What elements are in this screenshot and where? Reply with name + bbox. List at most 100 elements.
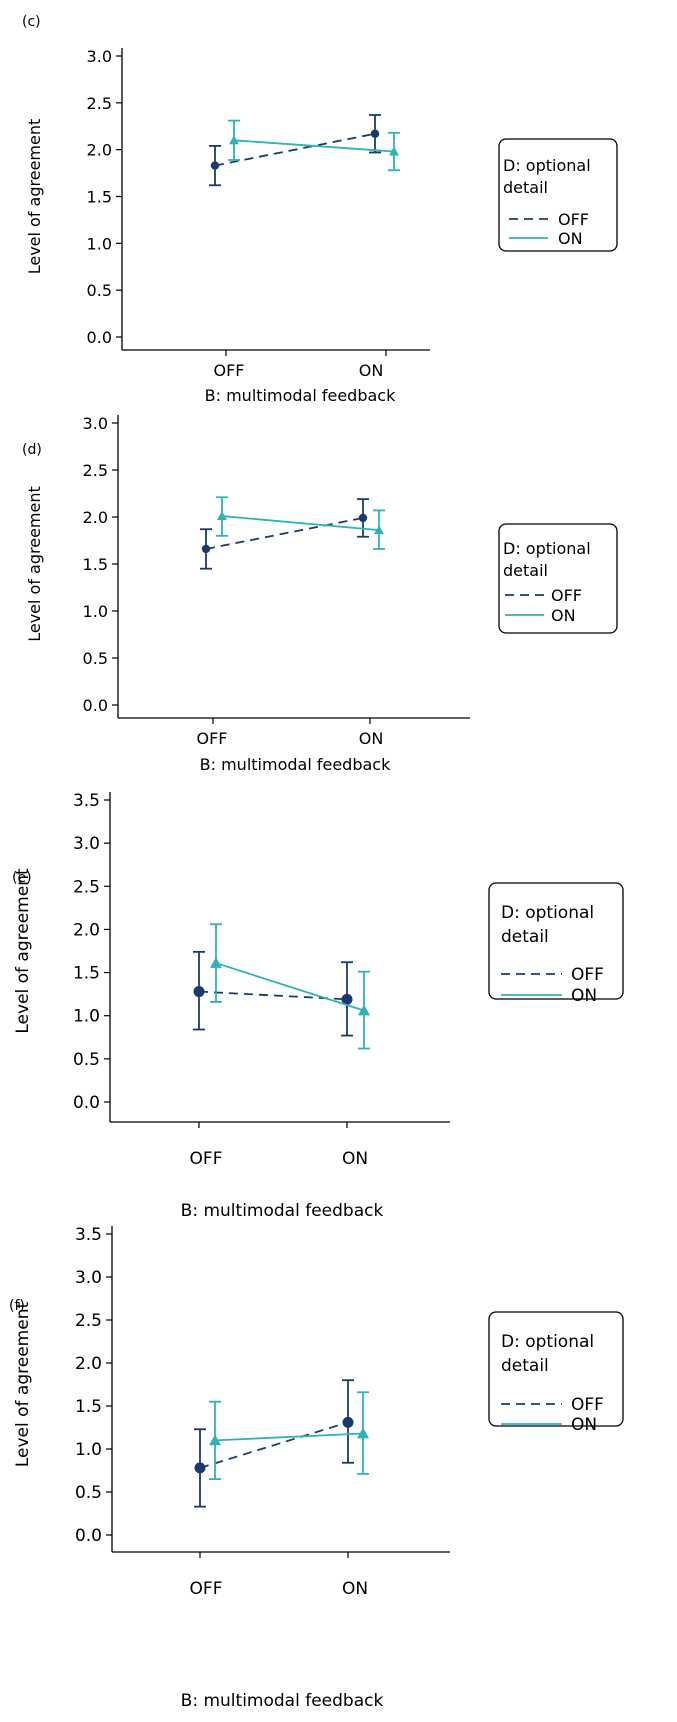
data-point <box>370 129 380 138</box>
y-tick-label: 3.5 <box>73 791 100 811</box>
y-tick-label: 1.5 <box>75 1397 102 1417</box>
y-tick-label: 0.5 <box>83 649 108 668</box>
legend-entry-label: ON <box>571 986 597 1006</box>
legend-box <box>488 1311 624 1427</box>
data-point <box>389 146 399 156</box>
x-axis-title: B: multimodal feedback <box>200 755 391 774</box>
x-tick-label: ON <box>342 1579 368 1599</box>
y-axis-title: Level of agreement <box>25 119 44 275</box>
data-point <box>374 525 384 535</box>
data-point <box>358 513 368 523</box>
legend-box <box>488 882 624 1000</box>
y-tick-label: 3.5 <box>75 1225 102 1245</box>
y-tick-label: 0.0 <box>73 1093 100 1113</box>
y-tick-label: 0.0 <box>87 328 112 347</box>
y-tick-label: 2.5 <box>73 877 100 897</box>
legend-title: D: optional <box>501 903 594 923</box>
legend-title: detail <box>501 927 549 947</box>
x-tick-label: ON <box>359 361 384 380</box>
y-tick-label: 2.0 <box>75 1354 102 1374</box>
y-tick-label: 1.0 <box>87 234 112 253</box>
legend-title: detail <box>501 1356 549 1376</box>
data-point <box>358 1004 370 1016</box>
y-axis-title: Level of agreement <box>13 1302 33 1468</box>
legend-entry-label: ON <box>558 229 583 248</box>
legend-box <box>498 523 618 634</box>
y-tick-label: 2.5 <box>87 94 112 113</box>
data-point <box>201 544 211 554</box>
x-axis-title: B: multimodal feedback <box>205 386 396 405</box>
y-tick-label: 3.0 <box>83 414 108 433</box>
legend-entry-label: OFF <box>551 586 582 605</box>
x-tick-label: ON <box>359 729 384 748</box>
legend-entry-label: ON <box>571 1415 597 1435</box>
chart-panel-e: (e) 0.0 0.5 1.0 1.5 2.0 2.5 3.0 3.5 OFF ON B: multi… <box>0 791 677 1290</box>
legend-title: D: optional <box>503 539 591 558</box>
x-tick-label: ON <box>342 1149 368 1169</box>
y-tick-label: 1.0 <box>73 1007 100 1027</box>
y-axis-title: Level of agreement <box>25 486 44 642</box>
y-tick-label: 0.5 <box>75 1483 102 1503</box>
series-line-off <box>199 1421 349 1469</box>
y-tick-label: 2.0 <box>83 508 108 527</box>
y-tick-label: 3.0 <box>73 834 100 854</box>
y-tick-label: 0.5 <box>73 1050 100 1070</box>
y-tick-label: 1.0 <box>83 602 108 621</box>
y-tick-label: 2.0 <box>73 920 100 940</box>
y-tick-label: 1.5 <box>73 964 100 984</box>
series-line-off <box>214 132 376 167</box>
legend-title: detail <box>503 178 548 197</box>
chart-panel-c: (c) 0.0 0.5 1.0 1.5 2.0 2.5 3.0 OFF ON B: multimod… <box>0 0 677 440</box>
legend-entry-label: OFF <box>571 965 604 985</box>
series-line-on <box>215 962 365 1012</box>
data-point <box>210 161 220 170</box>
data-point <box>194 1462 206 1474</box>
legend-title: D: optional <box>503 156 591 175</box>
legend-entry-label: ON <box>551 606 576 625</box>
panel-label: (f) <box>9 1298 25 1314</box>
legend-title: D: optional <box>501 1332 594 1352</box>
x-axis-title: B: multimodal feedback <box>181 1691 384 1711</box>
y-tick-label: 3.0 <box>87 47 112 66</box>
chart-panel-d: (d) 0.0 0.5 1.0 1.5 2.0 2.5 3.0 OFF ON B: multimod… <box>0 414 677 860</box>
data-point <box>209 1434 221 1446</box>
legend-title: detail <box>503 561 548 580</box>
panel-label: (d) <box>22 442 42 458</box>
y-tick-label: 0.0 <box>83 696 108 715</box>
y-tick-label: 2.5 <box>75 1311 102 1331</box>
x-tick-label: OFF <box>190 1579 223 1599</box>
y-tick-label: 1.5 <box>83 555 108 574</box>
data-point <box>342 1416 354 1428</box>
legend-entry-label: OFF <box>571 1395 604 1415</box>
y-tick-label: 0.5 <box>87 281 112 300</box>
series-line-on <box>233 139 395 153</box>
x-tick-label: OFF <box>197 729 228 748</box>
series-line-off <box>205 517 364 550</box>
x-tick-label: OFF <box>190 1149 223 1169</box>
y-tick-label: 1.5 <box>87 188 112 207</box>
data-point <box>210 957 222 968</box>
panel-label: (e) <box>12 870 32 886</box>
x-axis-title: B: multimodal feedback <box>181 1201 384 1221</box>
y-tick-label: 3.0 <box>75 1268 102 1288</box>
legend-entry-label: OFF <box>558 210 589 229</box>
y-tick-label: 2.0 <box>87 141 112 160</box>
y-axis-title: Level of agreement <box>13 868 33 1034</box>
data-point <box>357 1427 369 1439</box>
chart-panel-f: (f) 0.0 0.5 1.0 1.5 2.0 2.5 3.0 3.5 OFF ON B: multi… <box>0 1225 677 1722</box>
data-point <box>217 511 227 521</box>
data-point <box>193 986 205 998</box>
series-line-on <box>214 1432 364 1442</box>
y-tick-label: 2.5 <box>83 461 108 480</box>
y-tick-label: 0.0 <box>75 1526 102 1546</box>
series-line-on <box>221 515 380 532</box>
y-tick-label: 1.0 <box>75 1440 102 1460</box>
legend-box <box>498 138 618 252</box>
data-point <box>229 135 239 145</box>
x-tick-label: OFF <box>214 361 245 380</box>
panel-label: (c) <box>22 14 41 30</box>
